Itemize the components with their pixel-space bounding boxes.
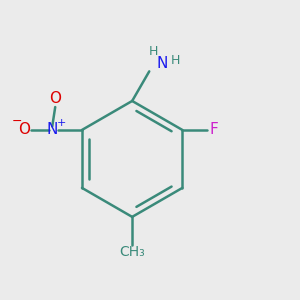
Text: −: − (11, 115, 22, 128)
Text: H: H (149, 45, 158, 58)
Text: H: H (170, 54, 180, 67)
Text: O: O (18, 122, 30, 137)
Text: O: O (49, 91, 61, 106)
Text: F: F (209, 122, 218, 137)
Text: N: N (157, 56, 168, 71)
Text: +: + (57, 118, 66, 128)
Text: CH₃: CH₃ (119, 245, 145, 259)
Text: N: N (46, 122, 58, 137)
